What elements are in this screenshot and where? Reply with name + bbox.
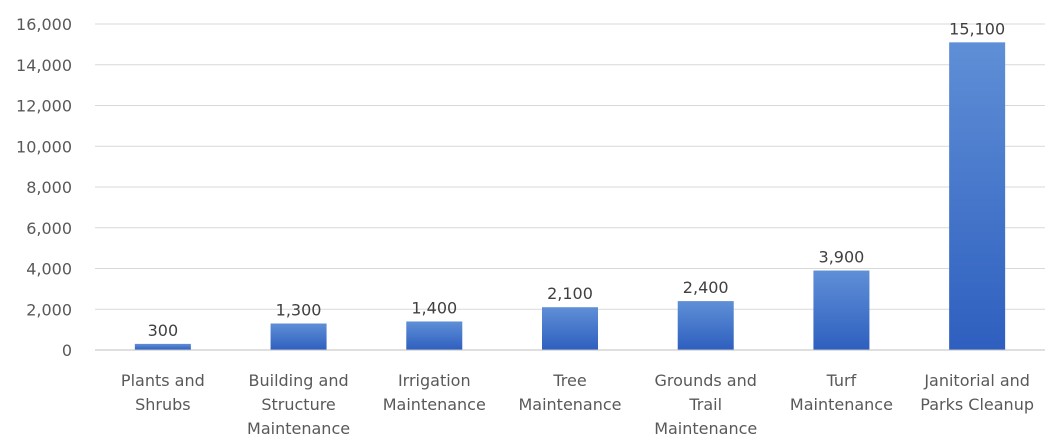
y-tick-label: 0 [62,341,72,360]
bar [677,301,734,350]
y-tick-label: 2,000 [26,300,72,319]
bar [813,270,870,350]
bar [949,42,1006,351]
gridlines [95,23,1045,310]
y-tick-label: 10,000 [16,137,72,156]
y-tick-label: 16,000 [16,15,72,34]
category-label: Janitorial and Parks Cleanup [920,371,1034,414]
y-tick-label: 4,000 [26,260,72,279]
bars [134,42,1006,351]
y-tick-label: 6,000 [26,219,72,238]
category-label: Turf Maintenance [790,371,893,414]
data-label: 1,300 [276,301,322,320]
data-label: 300 [148,321,179,340]
bar [134,343,191,350]
y-tick-label: 12,000 [16,97,72,116]
data-label: 2,100 [547,284,593,303]
bar [406,321,463,350]
category-label: Building and Structure Maintenance [247,371,350,438]
data-label: 2,400 [683,278,729,297]
y-tick-label: 8,000 [26,178,72,197]
bar [542,307,598,350]
data-label: 15,100 [949,19,1005,38]
category-label: Grounds and Trail Maintenance [654,371,757,438]
category-label: Tree Maintenance [518,371,621,414]
data-labels: 300 1,300 1,400 2,100 2,400 3,900 15,100 [148,19,1006,340]
category-labels: Plants and Shrubs Building and Structure Mai… [121,371,1034,438]
category-label: Irrigation Maintenance [383,371,486,414]
y-tick-label: 14,000 [16,56,72,75]
data-label: 3,900 [819,248,865,267]
data-label: 1,400 [411,298,457,317]
category-label: Plants and Shrubs [121,371,205,414]
y-axis-tick-labels: 0 2,000 4,000 6,000 8,000 10,000 12,000 14,000 1… [16,15,72,360]
bar [270,323,327,350]
